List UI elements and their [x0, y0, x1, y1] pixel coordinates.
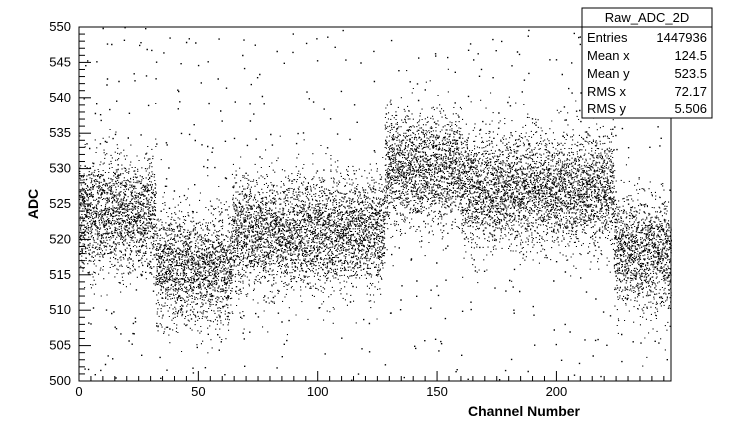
x-tick-label: 0: [75, 384, 82, 399]
y-tick-label: 520: [49, 231, 71, 246]
stats-label-mean-x: Mean x: [587, 48, 630, 63]
stats-title: Raw_ADC_2D: [605, 10, 690, 25]
stats-label-rms-x: RMS x: [587, 84, 627, 99]
stats-label-mean-y: Mean y: [587, 66, 630, 81]
y-tick-label: 515: [49, 267, 71, 282]
y-tick-label: 530: [49, 161, 71, 176]
stats-box: Raw_ADC_2D Entries 1447936 Mean x 124.5 …: [581, 7, 713, 119]
stats-box-frame: [581, 7, 713, 119]
y-tick-label: 525: [49, 196, 71, 211]
y-axis-title: ADC: [25, 189, 41, 219]
stats-value-entries: 1447936: [656, 30, 707, 45]
data-points: [79, 27, 672, 381]
stats-value-mean-y: 523.5: [674, 66, 707, 81]
dense-point-bands: [79, 68, 672, 367]
stats-label-entries: Entries: [587, 30, 628, 45]
y-tick-label: 550: [49, 19, 71, 34]
x-tick-label: 200: [546, 384, 568, 399]
y-tick-label: 500: [49, 373, 71, 388]
y-tick-label: 505: [49, 338, 71, 353]
axis-ticks: [78, 26, 665, 382]
x-tick-label: 100: [307, 384, 329, 399]
stats-value-mean-x: 124.5: [674, 48, 707, 63]
x-tick-labels: 0 50 100 150 200: [75, 384, 567, 399]
y-tick-label: 510: [49, 302, 71, 317]
x-tick-label: 150: [426, 384, 448, 399]
stats-label-rms-y: RMS y: [587, 101, 627, 116]
x-axis-title: Channel Number: [468, 403, 581, 419]
stats-value-rms-x: 72.17: [674, 84, 707, 99]
y-tick-label: 535: [49, 125, 71, 140]
y-tick-label: 545: [49, 54, 71, 69]
x-tick-label: 50: [191, 384, 205, 399]
y-tick-label: 540: [49, 90, 71, 105]
y-tick-labels: 500 505 510 515 520 525 530 535 540 545 550: [49, 19, 71, 388]
scattered-outlier-points: [81, 27, 671, 381]
stats-value-rms-y: 5.506: [674, 101, 707, 116]
